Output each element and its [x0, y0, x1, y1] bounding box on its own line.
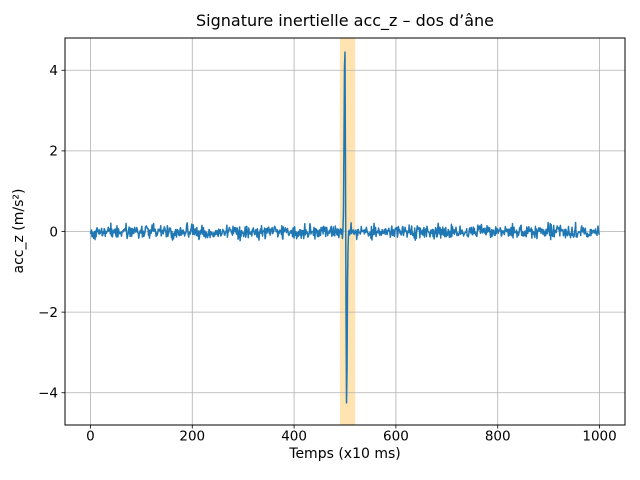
signal-line — [89, 51, 600, 404]
y-tick-label: 2 — [49, 144, 58, 160]
x-axis-label: Temps (x10 ms) — [289, 446, 401, 462]
y-tick-label: −4 — [38, 386, 58, 402]
x-tick-label: 800 — [485, 429, 511, 445]
chart-title: Signature inertielle acc_z – dos d’âne — [195, 11, 495, 30]
x-tick-label: 600 — [383, 429, 409, 445]
x-tick-label: 200 — [179, 429, 205, 445]
y-tick-label: 4 — [49, 63, 58, 79]
y-axis-label: acc_z (m/s²) — [11, 188, 27, 274]
y-tick-label: −2 — [38, 305, 58, 321]
y-tick-label: 0 — [49, 224, 58, 240]
x-tick-label: 0 — [86, 429, 95, 445]
x-tick-label: 1000 — [582, 429, 616, 445]
x-tick-label: 400 — [281, 429, 307, 445]
